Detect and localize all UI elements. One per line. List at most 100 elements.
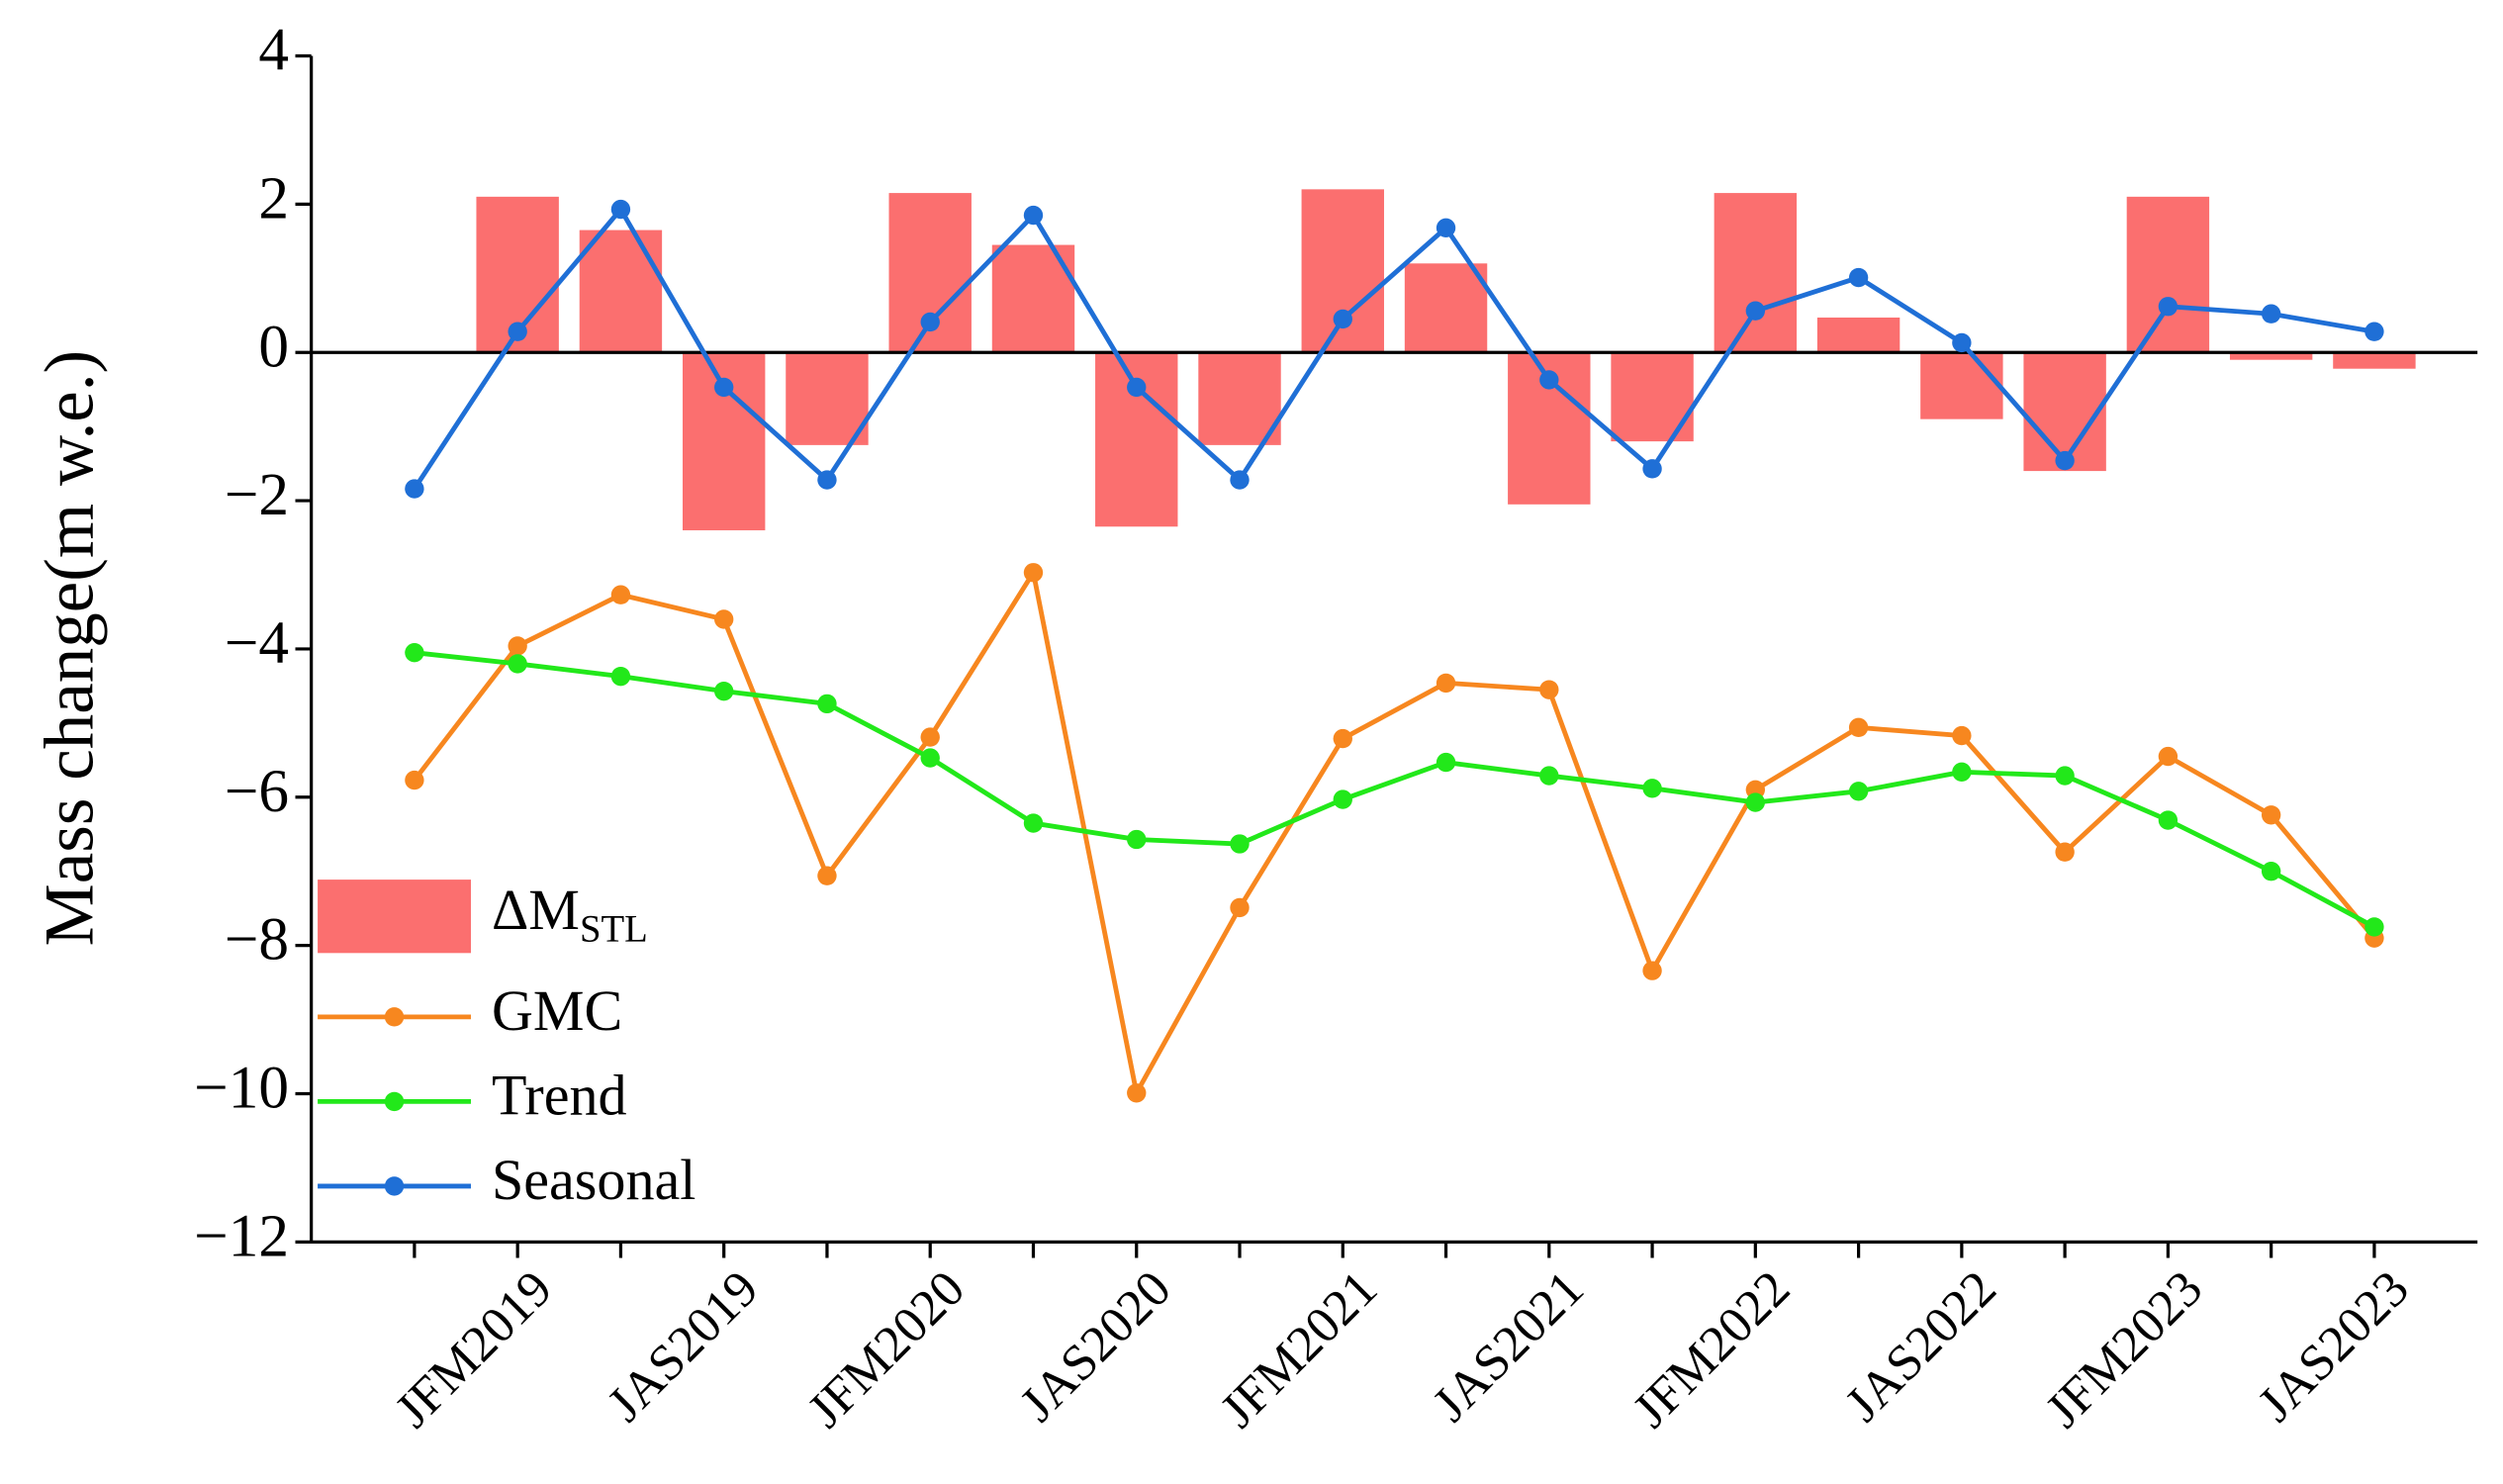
point bbox=[1952, 332, 1972, 353]
y-tick-label: 4 bbox=[258, 17, 289, 84]
point bbox=[714, 377, 734, 398]
point bbox=[1642, 961, 1662, 980]
legend-swatch bbox=[318, 880, 471, 954]
point bbox=[610, 666, 631, 687]
point bbox=[1023, 563, 1044, 583]
bar bbox=[1920, 352, 2003, 419]
point bbox=[2158, 810, 2179, 830]
point bbox=[1230, 470, 1250, 490]
point bbox=[1333, 309, 1352, 329]
point bbox=[2158, 746, 2179, 767]
point bbox=[1848, 782, 1869, 801]
point bbox=[2261, 862, 2281, 881]
x-tick-label: JFM2020 bbox=[797, 1260, 975, 1438]
y-tick-label: 2 bbox=[258, 164, 289, 232]
point bbox=[610, 585, 631, 604]
point bbox=[405, 642, 424, 663]
x-tick-label: JAS2022 bbox=[1835, 1260, 2007, 1433]
x-tick-label: JAS2019 bbox=[597, 1260, 769, 1433]
point bbox=[405, 479, 424, 499]
point bbox=[817, 866, 837, 885]
bar bbox=[579, 230, 663, 353]
x-tick-label: JAS2020 bbox=[1009, 1260, 1181, 1433]
point bbox=[920, 727, 940, 747]
x-tick-label: JFM2022 bbox=[1622, 1260, 1801, 1438]
point bbox=[817, 470, 837, 490]
point bbox=[920, 748, 940, 768]
point bbox=[1127, 829, 1147, 850]
bar bbox=[1714, 193, 1798, 353]
point bbox=[2055, 842, 2075, 862]
point bbox=[508, 654, 527, 674]
point bbox=[1127, 377, 1147, 398]
y-tick-label: −4 bbox=[225, 609, 289, 677]
series-line bbox=[412, 566, 2376, 1100]
point bbox=[2261, 805, 2281, 825]
y-axis-label: Mass change(m w.e.) bbox=[32, 350, 109, 947]
point bbox=[2364, 322, 2384, 341]
series-line bbox=[414, 650, 2376, 930]
point bbox=[2364, 917, 2384, 937]
legend-label: GMC bbox=[492, 978, 622, 1043]
point bbox=[2055, 766, 2075, 786]
x-tick-label: JAS2021 bbox=[1423, 1260, 1595, 1433]
point bbox=[1023, 813, 1044, 833]
legend-name: Seasonal bbox=[492, 1148, 695, 1212]
y-tick-label: 0 bbox=[258, 313, 289, 380]
legend-label: Trend bbox=[492, 1064, 627, 1128]
bar bbox=[786, 352, 869, 445]
point bbox=[920, 312, 940, 332]
point bbox=[1952, 762, 1972, 782]
bar bbox=[1816, 317, 1900, 353]
point bbox=[1745, 301, 1766, 321]
point bbox=[405, 770, 424, 790]
point bbox=[1539, 680, 1559, 699]
legend-name: ΔM bbox=[492, 879, 580, 943]
y-tick-label: −10 bbox=[194, 1055, 289, 1122]
point bbox=[1745, 792, 1766, 812]
point bbox=[1230, 834, 1250, 854]
x-tick-label: JFM2021 bbox=[1210, 1260, 1388, 1438]
point bbox=[2261, 304, 2281, 324]
point bbox=[1333, 789, 1352, 809]
point bbox=[508, 636, 527, 656]
point bbox=[2055, 450, 2075, 471]
point bbox=[1952, 725, 1972, 746]
legend-label: Seasonal bbox=[492, 1148, 695, 1212]
point bbox=[1642, 459, 1662, 479]
y-tick-label: −2 bbox=[225, 461, 289, 528]
y-tick-label: −6 bbox=[225, 758, 289, 825]
point bbox=[1436, 218, 1456, 237]
point bbox=[1127, 1083, 1147, 1103]
legend-marker bbox=[384, 1091, 405, 1112]
series-line bbox=[412, 205, 2375, 491]
point bbox=[508, 322, 527, 341]
y-tick-label: −8 bbox=[225, 906, 289, 974]
point bbox=[1642, 779, 1662, 798]
bar bbox=[2229, 352, 2313, 360]
point bbox=[2158, 297, 2179, 317]
legend-label: ΔMSTL bbox=[492, 879, 648, 951]
point bbox=[1333, 728, 1352, 749]
bar bbox=[2333, 352, 2416, 369]
legend-marker bbox=[384, 1176, 405, 1196]
point bbox=[714, 609, 734, 629]
bar bbox=[2126, 196, 2210, 353]
point bbox=[1023, 205, 1044, 226]
point bbox=[1539, 766, 1559, 786]
point bbox=[714, 681, 734, 701]
point bbox=[1230, 897, 1250, 918]
legend-marker bbox=[384, 1007, 405, 1027]
bar bbox=[1198, 352, 1281, 445]
x-tick-label: JFM2023 bbox=[2035, 1260, 2213, 1438]
legend-name: Trend bbox=[492, 1064, 627, 1128]
point bbox=[1848, 717, 1869, 738]
point bbox=[817, 694, 837, 714]
point bbox=[1436, 752, 1456, 773]
legend-subscript: STL bbox=[580, 907, 648, 950]
x-tick-label: JFM2019 bbox=[385, 1260, 563, 1438]
y-tick-label: −12 bbox=[194, 1202, 289, 1269]
point bbox=[610, 199, 631, 220]
